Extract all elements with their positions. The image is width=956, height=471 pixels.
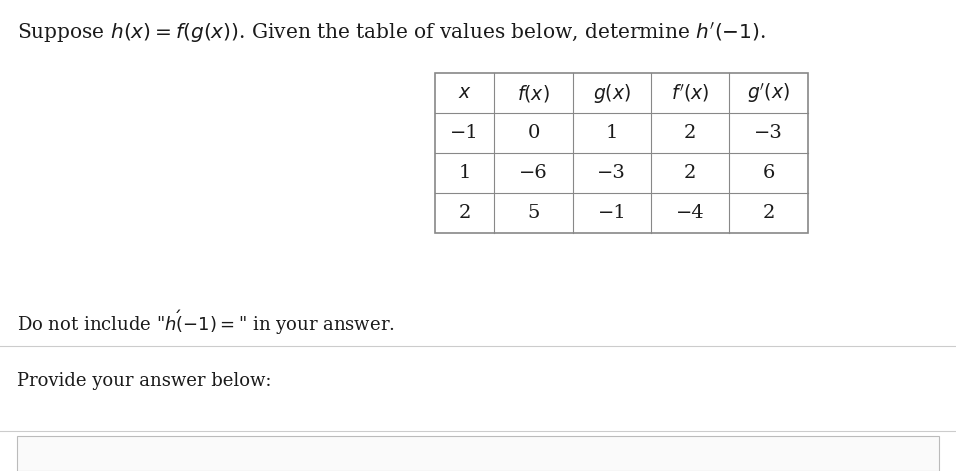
Text: $f'(x)$: $f'(x)$ — [671, 82, 709, 104]
Text: −1: −1 — [598, 204, 626, 222]
Text: Suppose $h(x) = f(g(x))$. Given the table of values below, determine $h'(-1)$.: Suppose $h(x) = f(g(x))$. Given the tabl… — [17, 21, 766, 45]
Text: Provide your answer below:: Provide your answer below: — [17, 372, 272, 390]
Text: 2: 2 — [459, 204, 470, 222]
Text: −4: −4 — [676, 204, 705, 222]
Text: −3: −3 — [598, 164, 626, 182]
Bar — [435, 73, 808, 233]
Bar — [17, 436, 939, 471]
Text: 0: 0 — [528, 124, 539, 142]
Text: 2: 2 — [763, 204, 774, 222]
Text: $g(x)$: $g(x)$ — [593, 81, 631, 105]
Text: $g'(x)$: $g'(x)$ — [747, 81, 791, 105]
Text: $x$: $x$ — [458, 84, 471, 102]
Text: $f(x)$: $f(x)$ — [517, 82, 550, 104]
Text: 2: 2 — [684, 124, 696, 142]
Text: 5: 5 — [528, 204, 539, 222]
Text: −6: −6 — [519, 164, 548, 182]
Text: Do not include "$h\'(-1) =$" in your answer.: Do not include "$h\'(-1) =$" in your ans… — [17, 309, 395, 337]
Text: 2: 2 — [684, 164, 696, 182]
Text: 1: 1 — [606, 124, 618, 142]
Text: −3: −3 — [754, 124, 783, 142]
Text: 1: 1 — [459, 164, 470, 182]
Text: −1: −1 — [450, 124, 479, 142]
Text: 6: 6 — [763, 164, 774, 182]
